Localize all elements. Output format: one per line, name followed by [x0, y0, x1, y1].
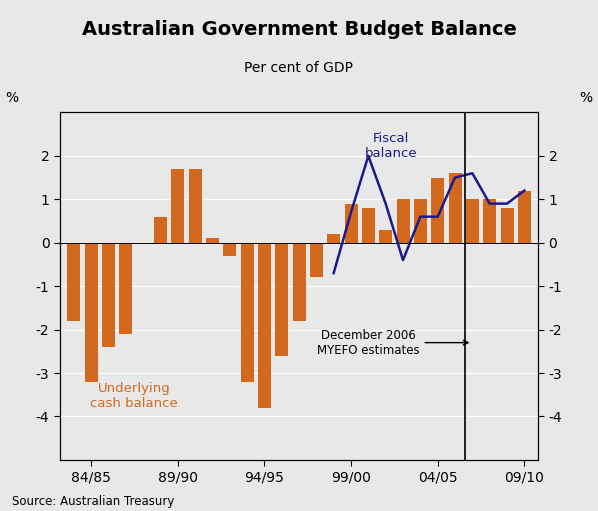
Bar: [258, 243, 271, 408]
Text: %: %: [579, 91, 593, 105]
Text: Australian Government Budget Balance: Australian Government Budget Balance: [81, 20, 517, 39]
Bar: [344, 203, 358, 243]
Bar: [67, 243, 80, 321]
Bar: [414, 199, 427, 243]
Text: December 2006
MYEFO estimates: December 2006 MYEFO estimates: [317, 329, 468, 357]
Bar: [188, 169, 202, 243]
Text: %: %: [5, 91, 19, 105]
Text: Fiscal
balance: Fiscal balance: [365, 132, 417, 160]
Bar: [275, 243, 288, 356]
Bar: [327, 234, 340, 243]
Bar: [206, 238, 219, 243]
Text: Source: Australian Treasury: Source: Australian Treasury: [12, 496, 175, 508]
Bar: [501, 208, 514, 243]
Bar: [292, 243, 306, 321]
Bar: [223, 243, 236, 256]
Bar: [102, 243, 115, 347]
Bar: [483, 199, 496, 243]
Text: Underlying
cash balance: Underlying cash balance: [90, 382, 178, 410]
Bar: [379, 229, 392, 243]
Text: Per cent of GDP: Per cent of GDP: [245, 61, 353, 75]
Bar: [448, 173, 462, 243]
Bar: [310, 243, 323, 277]
Bar: [119, 243, 132, 334]
Bar: [431, 178, 444, 243]
Bar: [240, 243, 254, 382]
Bar: [84, 243, 97, 382]
Bar: [154, 217, 167, 243]
Bar: [362, 208, 375, 243]
Bar: [171, 169, 184, 243]
Bar: [396, 199, 410, 243]
Bar: [518, 191, 531, 243]
Bar: [466, 199, 479, 243]
